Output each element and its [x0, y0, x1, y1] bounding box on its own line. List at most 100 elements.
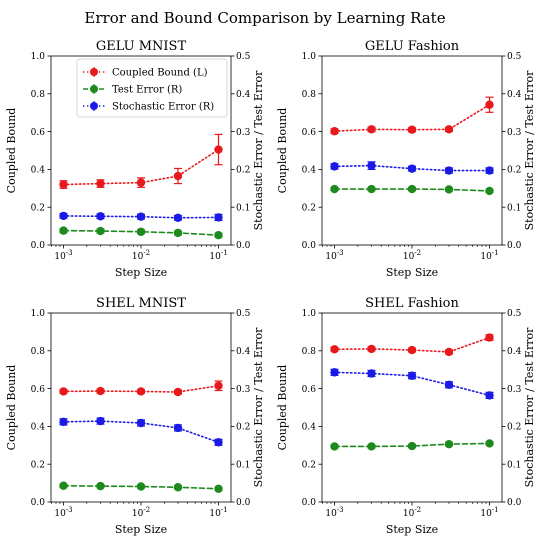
data-point — [367, 369, 376, 378]
data-point — [214, 230, 223, 240]
legend: Coupled Bound (L) Test Error (R) Stochasti… — [76, 58, 228, 118]
legend-label: Stochastic Error (R) — [112, 102, 214, 113]
legend-swatch-marker — [90, 102, 98, 110]
data-point — [407, 184, 417, 194]
data-point — [407, 441, 417, 451]
panel-title: SHEL Fashion — [365, 296, 459, 311]
y-left-axis-label: Coupled Bound — [276, 365, 289, 451]
x-tick-label: 10-1 — [480, 249, 498, 262]
x-tick-label: 10-2 — [132, 249, 150, 262]
data-point — [59, 180, 68, 189]
data-point — [330, 162, 339, 171]
y-left-tick-label: 1.0 — [31, 52, 46, 62]
x-tick-label: 10-3 — [54, 249, 72, 262]
y-left-tick-label: 0.0 — [302, 498, 317, 508]
data-point — [214, 381, 223, 390]
y-right-tick-label: 0.1 — [236, 203, 250, 213]
y-right-tick-label: 0.3 — [507, 128, 522, 138]
data-point — [173, 387, 183, 397]
chart-panel-1: GELU MNIST 0.0 0.2 0.4 0.6 0.8 1.0 0.0 0.1 0.2 0.3… — [5, 39, 265, 279]
series-test — [59, 226, 223, 240]
y-right-tick-label: 0.4 — [507, 90, 522, 100]
y-right-tick-label: 0.4 — [236, 90, 251, 100]
data-point — [485, 439, 494, 448]
data-point — [444, 380, 454, 390]
x-tick-exponent: -2 — [143, 506, 150, 514]
plot-frame — [321, 55, 503, 246]
y-left-tick-label: 0.8 — [302, 347, 317, 357]
y-right-tick-label: 0.2 — [507, 423, 521, 433]
y-left-tick-label: 0.2 — [302, 203, 316, 213]
data-point — [59, 387, 68, 396]
data-point — [444, 347, 454, 357]
panel-title: GELU MNIST — [96, 39, 187, 54]
data-point — [96, 179, 105, 188]
data-point — [367, 442, 376, 451]
data-point — [136, 178, 146, 187]
data-point — [485, 333, 494, 342]
x-tick-exponent: -1 — [221, 506, 228, 514]
y-right-tick-label: 0.2 — [236, 423, 250, 433]
plot-frame — [321, 312, 503, 503]
data-point — [96, 386, 105, 396]
data-point — [367, 184, 376, 194]
y-left-tick-label: 0.6 — [302, 128, 317, 138]
panel-title: SHEL MNIST — [96, 296, 186, 311]
series-stochastic — [59, 211, 223, 222]
legend-swatch-marker — [90, 68, 98, 76]
data-point — [59, 211, 68, 221]
data-point — [173, 423, 183, 433]
x-tick-exponent: -3 — [337, 249, 344, 257]
y-right-tick-label: 0.4 — [507, 347, 522, 357]
y-right-tick-label: 0.5 — [507, 52, 522, 62]
data-point — [485, 391, 494, 400]
x-tick-exponent: -3 — [66, 506, 73, 514]
data-point — [330, 345, 339, 354]
x-tick-exponent: -2 — [414, 506, 421, 514]
y-left-tick-label: 0.4 — [302, 423, 317, 433]
y-left-tick-label: 0.4 — [302, 166, 317, 176]
panel-title: GELU Fashion — [365, 39, 460, 54]
y-right-tick-label: 0.5 — [236, 52, 251, 62]
data-point — [407, 164, 417, 173]
series-coupled — [330, 96, 494, 136]
data-point — [330, 442, 339, 451]
data-point — [407, 371, 417, 380]
y-left-tick-label: 0.0 — [31, 241, 46, 251]
y-right-tick-label: 0.1 — [236, 460, 250, 470]
data-point — [96, 212, 105, 221]
series-coupled — [59, 133, 223, 189]
x-axis-label: Step Size — [115, 523, 167, 536]
y-left-tick-label: 0.6 — [31, 128, 46, 138]
y-left-tick-label: 1.0 — [302, 52, 317, 62]
x-axis-label: Step Size — [115, 266, 167, 279]
x-tick-label: 10-2 — [403, 506, 421, 519]
x-tick-exponent: -3 — [66, 249, 73, 257]
data-point — [367, 161, 376, 170]
series-stochastic — [330, 161, 494, 175]
legend-box — [76, 58, 228, 118]
y-right-axis-label: Stochastic Error / Test Error — [523, 70, 536, 230]
data-point — [136, 418, 146, 428]
series-test — [59, 481, 223, 493]
y-left-tick-label: 0.4 — [31, 166, 46, 176]
y-right-tick-label: 0.5 — [236, 309, 251, 319]
legend-label: Coupled Bound (L) — [112, 68, 208, 79]
data-point — [173, 228, 183, 238]
x-axis-label: Step Size — [386, 523, 438, 536]
x-tick-exponent: -1 — [492, 249, 499, 257]
y-right-tick-label: 0.0 — [236, 241, 251, 251]
data-point — [214, 213, 223, 222]
data-point — [444, 185, 454, 194]
x-tick-label: 10-3 — [325, 506, 343, 519]
data-point — [330, 368, 339, 377]
y-left-tick-label: 1.0 — [31, 309, 46, 319]
x-tick-label: 10-1 — [209, 506, 227, 519]
series-stochastic — [330, 368, 494, 400]
series-test — [330, 439, 494, 451]
legend-swatch-marker — [90, 85, 98, 93]
data-point — [136, 387, 146, 396]
x-tick-exponent: -2 — [143, 249, 150, 257]
data-point — [367, 344, 376, 354]
x-tick-label: 10-2 — [132, 506, 150, 519]
